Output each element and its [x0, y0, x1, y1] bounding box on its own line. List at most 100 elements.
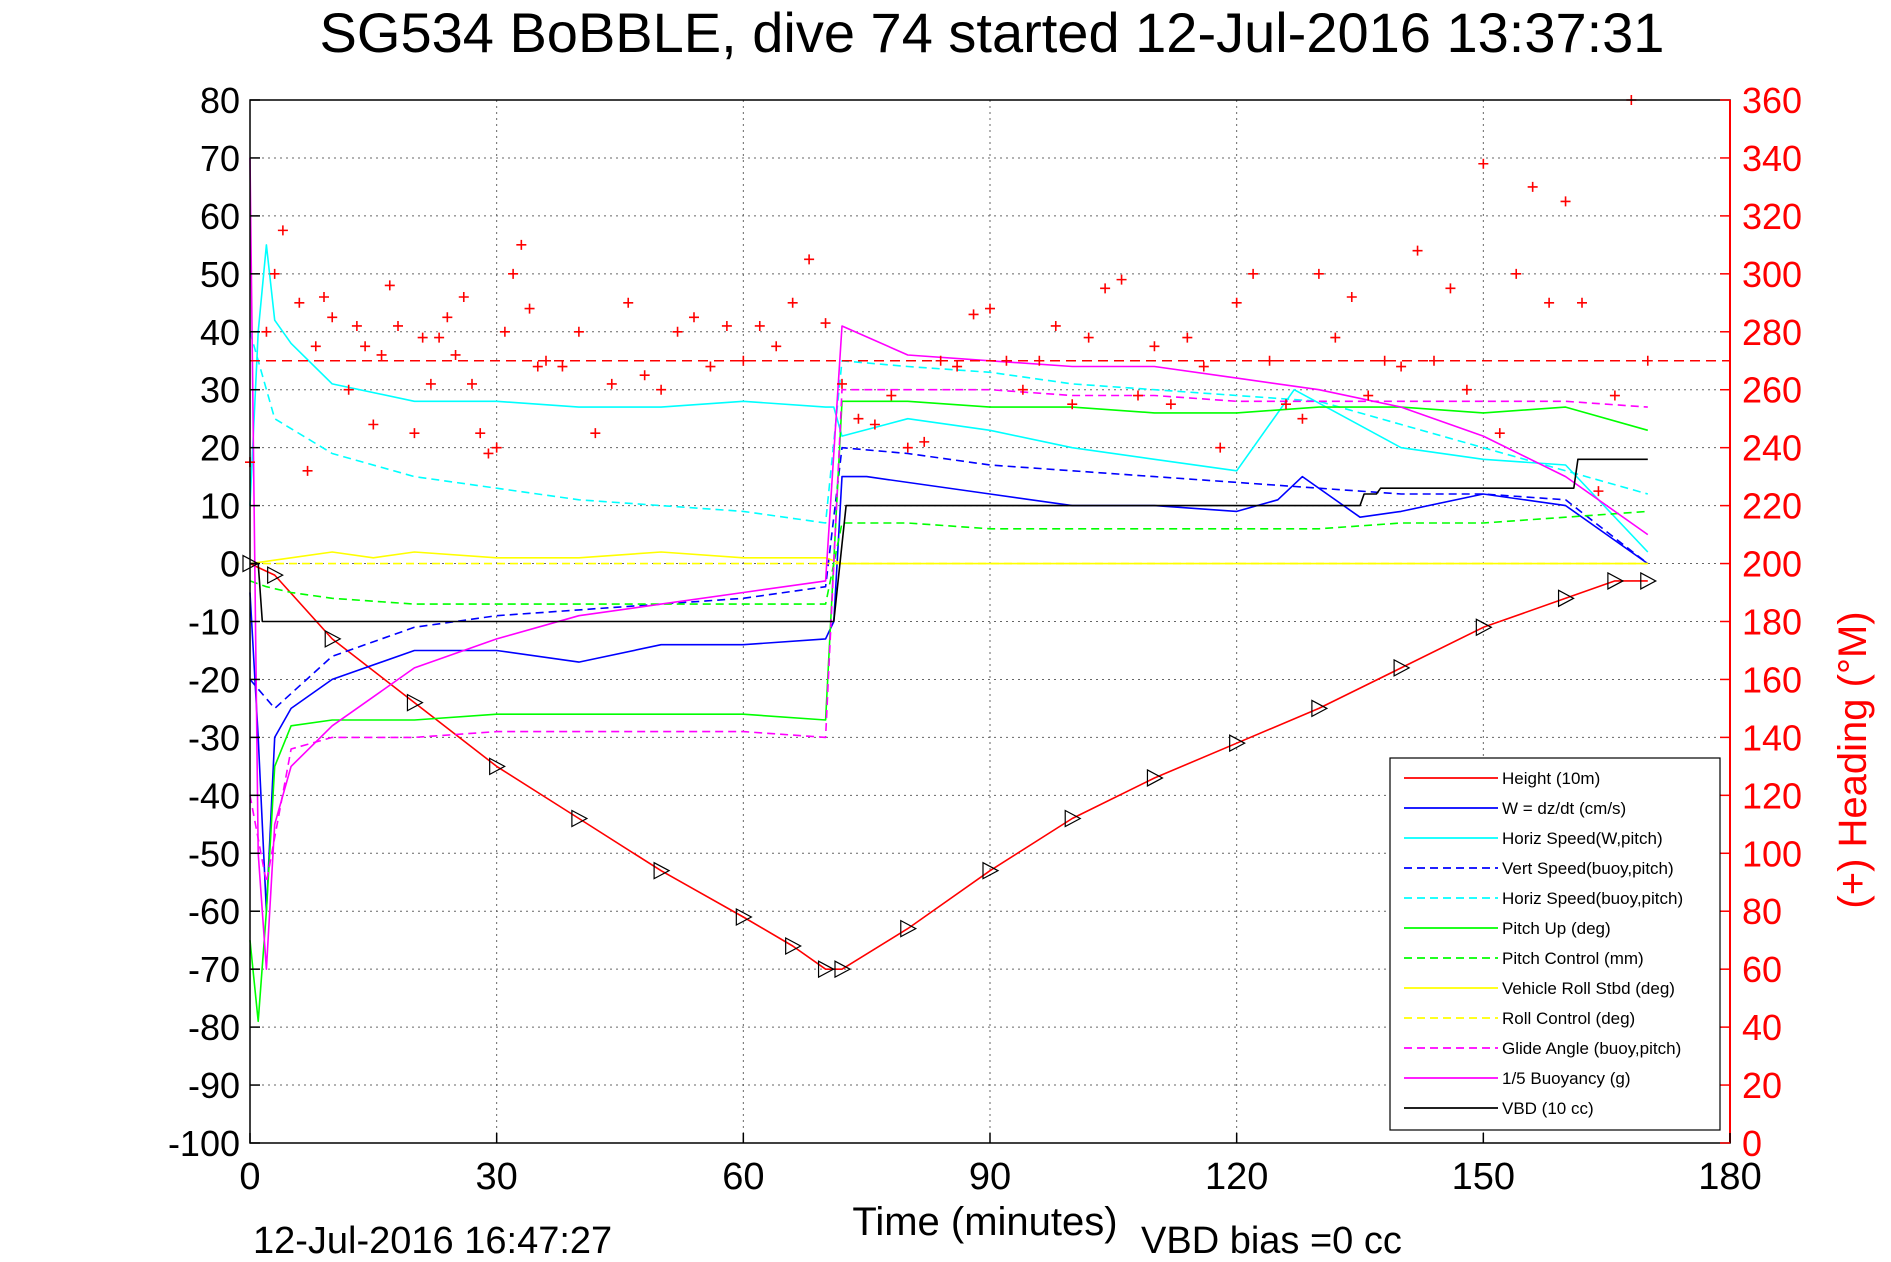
legend-entry: Horiz Speed(W,pitch) — [1502, 829, 1663, 848]
series-line-6 — [249, 510, 1648, 605]
heading-point — [1100, 283, 1111, 294]
x-axis-label: Time (minutes) — [852, 1200, 1117, 1244]
heading-point — [351, 320, 362, 331]
heading-point — [1297, 413, 1308, 424]
heading-point — [1642, 355, 1653, 366]
height-marker — [1557, 589, 1575, 608]
height-marker — [1064, 809, 1082, 828]
y-tick-label: 40 — [200, 312, 240, 353]
heading-point — [327, 312, 338, 323]
y-tick-label: 60 — [200, 196, 240, 237]
y2-tick-label: 260 — [1742, 370, 1802, 411]
y-tick-label: 80 — [200, 80, 240, 121]
y-tick-label: -40 — [188, 775, 240, 816]
heading-point — [623, 297, 634, 308]
heading-point — [1215, 442, 1226, 453]
heading-point — [1511, 268, 1522, 279]
y2-tick-label: 340 — [1742, 138, 1802, 179]
heading-layer — [245, 95, 1730, 497]
y2-tick-label: 300 — [1742, 254, 1802, 295]
height-marker — [406, 693, 424, 712]
heading-point — [532, 361, 543, 372]
height-marker — [982, 861, 1000, 880]
x-tick-label: 150 — [1452, 1156, 1515, 1198]
heading-point — [1363, 390, 1374, 401]
legend-entry: Horiz Speed(buoy,pitch) — [1502, 889, 1683, 908]
x-tick-label: 0 — [239, 1156, 260, 1198]
heading-point — [606, 378, 617, 389]
y2-tick-label: 20 — [1742, 1065, 1782, 1106]
heading-point — [1133, 390, 1143, 401]
y-tick-label: -80 — [188, 1007, 240, 1048]
legend-entry: Roll Control (deg) — [1502, 1009, 1635, 1028]
heading-point — [968, 309, 979, 320]
y2-tick-label: 180 — [1742, 602, 1802, 643]
heading-point — [1412, 245, 1423, 256]
x-tick-label: 180 — [1698, 1156, 1761, 1198]
x-tick-label: 90 — [969, 1156, 1011, 1198]
y2-tick-label: 220 — [1742, 486, 1802, 527]
height-marker — [653, 861, 671, 880]
heading-point — [467, 378, 477, 389]
height-marker — [1393, 658, 1411, 677]
heading-point — [985, 303, 995, 314]
legend-entry: VBD (10 cc) — [1502, 1099, 1594, 1118]
y2-tick-label: 160 — [1742, 659, 1802, 700]
vbd-bias-label: VBD bias =0 cc — [1141, 1220, 1402, 1262]
legend: Height (10m) W = dz/dt (cm/s) Horiz Speed(… — [1389, 757, 1721, 1131]
y2-tick-label: 320 — [1742, 196, 1802, 237]
heading-point — [1067, 399, 1078, 410]
heading-point — [409, 428, 420, 439]
heading-point — [302, 465, 313, 476]
series-line-10 — [249, 157, 1649, 971]
y-tick-label: 30 — [200, 370, 240, 411]
heading-point — [310, 341, 321, 352]
heading-point — [508, 268, 519, 279]
heading-point — [376, 349, 387, 360]
heading-point — [491, 442, 502, 453]
heading-point — [393, 320, 403, 331]
heading-point — [450, 349, 461, 360]
heading-point — [1494, 428, 1505, 439]
heading-point — [1050, 320, 1061, 331]
height-marker — [785, 936, 802, 955]
legend-entry: Vehicle Roll Stbd (deg) — [1502, 979, 1675, 998]
heading-point — [475, 428, 486, 439]
heading-point — [1379, 355, 1390, 366]
heading-point — [721, 320, 732, 331]
legend-entry: Pitch Up (deg) — [1502, 919, 1611, 938]
y-tick-label: 50 — [200, 254, 240, 295]
height-marker — [1475, 618, 1493, 637]
heading-point — [434, 332, 445, 343]
heading-point — [853, 413, 864, 424]
y2-axis-label: (+) Heading (°M) — [1831, 611, 1875, 908]
y2-tick-label: 80 — [1742, 891, 1782, 932]
legend-entry: 1/5 Buoyancy (g) — [1502, 1069, 1631, 1088]
height-marker — [900, 919, 918, 938]
series-line-11 — [250, 458, 1648, 623]
heading-point — [754, 320, 765, 331]
heading-point — [1577, 297, 1587, 308]
height-marker — [267, 566, 284, 585]
y2-tick-label: 60 — [1742, 949, 1782, 990]
heading-point — [1609, 390, 1620, 401]
heading-point — [738, 355, 749, 366]
heading-point — [1248, 268, 1259, 279]
heading-point — [483, 448, 494, 459]
y-tick-label: 10 — [200, 486, 240, 527]
y2-tick-label: 100 — [1742, 833, 1802, 874]
y2-tick-label: 360 — [1742, 80, 1802, 121]
heading-point — [1231, 297, 1242, 308]
height-marker — [324, 629, 342, 648]
height-marker — [817, 960, 835, 979]
heading-point — [343, 384, 354, 395]
y-tick-label: -60 — [188, 891, 240, 932]
heading-point — [1001, 355, 1012, 366]
heading-point — [869, 419, 880, 430]
heading-point — [1560, 196, 1571, 207]
series-layer — [242, 157, 1658, 1023]
height-marker — [735, 908, 753, 927]
heading-point — [1527, 181, 1538, 192]
series-line-3 — [249, 446, 1649, 710]
footer-date: 12-Jul-2016 16:47:27 — [253, 1220, 612, 1262]
